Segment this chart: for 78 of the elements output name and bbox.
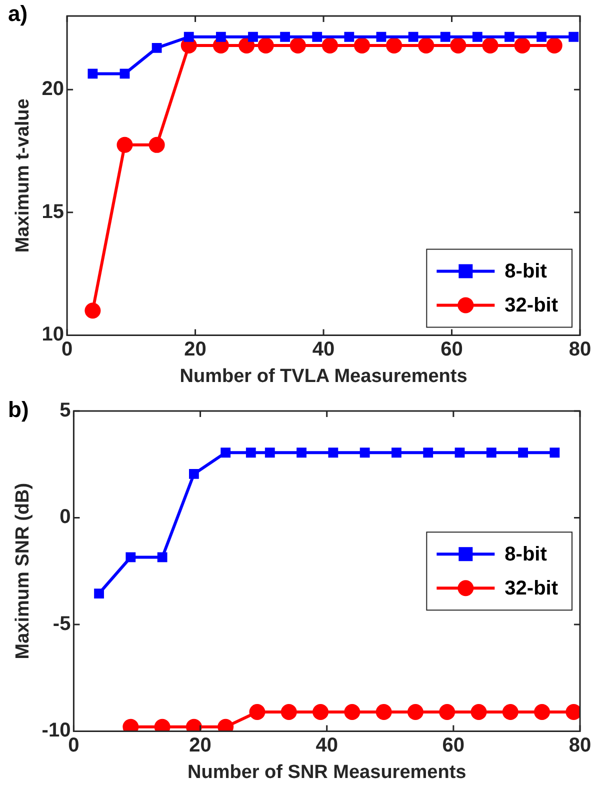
x-tick-label: 60 [442,734,465,757]
point [536,32,546,42]
point [290,37,306,54]
x-tick-label: 40 [316,734,338,757]
y-tick-label: 0 [60,506,71,528]
point [120,68,130,79]
point [482,37,498,54]
point [126,552,136,562]
point [518,448,528,458]
point [94,588,104,598]
y-tick-label: 15 [42,200,64,223]
point [248,32,258,42]
point [157,552,168,562]
point [472,32,482,42]
point [322,37,338,54]
chart-title: b) [8,397,29,422]
point [440,32,450,42]
point [360,448,370,458]
point [454,448,465,458]
y-tick-label: 5 [60,400,71,422]
point [344,704,360,720]
point [502,704,518,720]
point [550,448,560,458]
x-tick-label: 20 [189,734,212,757]
y-axis-title: Maximum t-value [12,98,34,253]
point [189,469,199,479]
legend-label: 8-bit [504,544,548,566]
x-tick-label: 20 [184,338,206,361]
point [216,32,226,42]
y-tick-label: 20 [42,78,64,100]
point [344,32,354,42]
chart-title: a) [8,1,28,26]
point [439,704,456,720]
point [418,37,434,54]
legend-label: 32-bit [504,294,558,317]
y-axis-title: Maximum SNR (dB) [12,482,34,660]
point [220,448,231,458]
x-axis-title: Number of SNR Measurements [187,762,466,783]
point [514,37,530,54]
point [152,42,162,53]
point [386,37,402,54]
point [280,32,290,42]
point [84,302,101,319]
x-tick-label: 80 [568,734,592,757]
point [249,704,266,720]
point [116,136,133,153]
point [184,32,194,42]
x-axis-title: Number of TVLA Measurements [180,366,468,387]
legend-label: 32-bit [504,578,558,600]
point [568,32,579,42]
point [246,448,256,458]
point [534,704,550,720]
point [486,448,496,458]
x-tick-label: 40 [312,338,335,361]
point [312,32,322,42]
point [376,32,386,42]
point [312,704,329,720]
point [470,704,487,720]
point [280,704,297,720]
point [354,37,370,54]
point [296,448,306,458]
point [328,448,338,458]
x-tick-label: 60 [440,338,463,361]
point [423,448,434,458]
legend-label: 8-bit [504,260,548,283]
x-tick-label: 80 [568,338,592,361]
point [376,704,392,720]
y-tick-label: -5 [52,612,71,635]
point [407,704,424,720]
point [258,37,274,54]
point [504,32,514,42]
point [408,32,418,42]
point [148,136,165,153]
point [392,448,402,458]
point [88,68,98,79]
point [546,37,562,54]
point [264,448,275,458]
point [450,37,466,54]
